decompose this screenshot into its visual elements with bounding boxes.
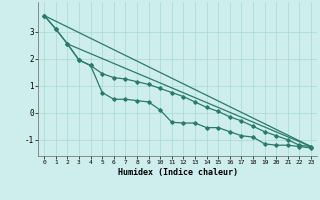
X-axis label: Humidex (Indice chaleur): Humidex (Indice chaleur)	[118, 168, 238, 177]
